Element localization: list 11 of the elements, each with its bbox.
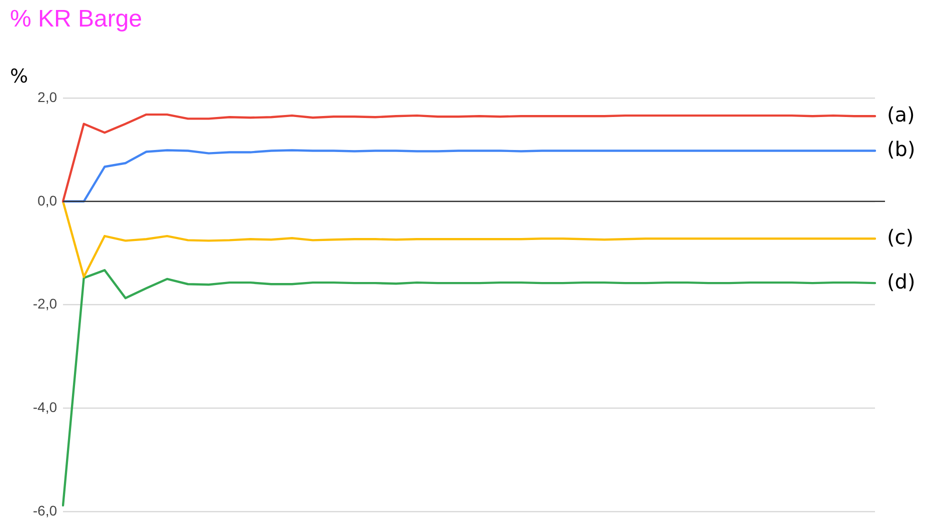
y-tick-label: -2,0: [32, 296, 58, 312]
y-tick-label: 2,0: [38, 88, 58, 105]
y-axis-title: %: [10, 65, 28, 88]
y-tick-label: 0,0: [38, 192, 58, 208]
series-label: (c): [887, 224, 914, 249]
series-label: (a): [887, 102, 915, 126]
series-label: (d): [887, 269, 916, 294]
series-label: (b): [887, 136, 916, 161]
y-tick-label: -4,0: [32, 399, 58, 416]
y-tick-label: -6,0: [32, 502, 58, 518]
chart-title: % KR Barge: [10, 6, 142, 33]
